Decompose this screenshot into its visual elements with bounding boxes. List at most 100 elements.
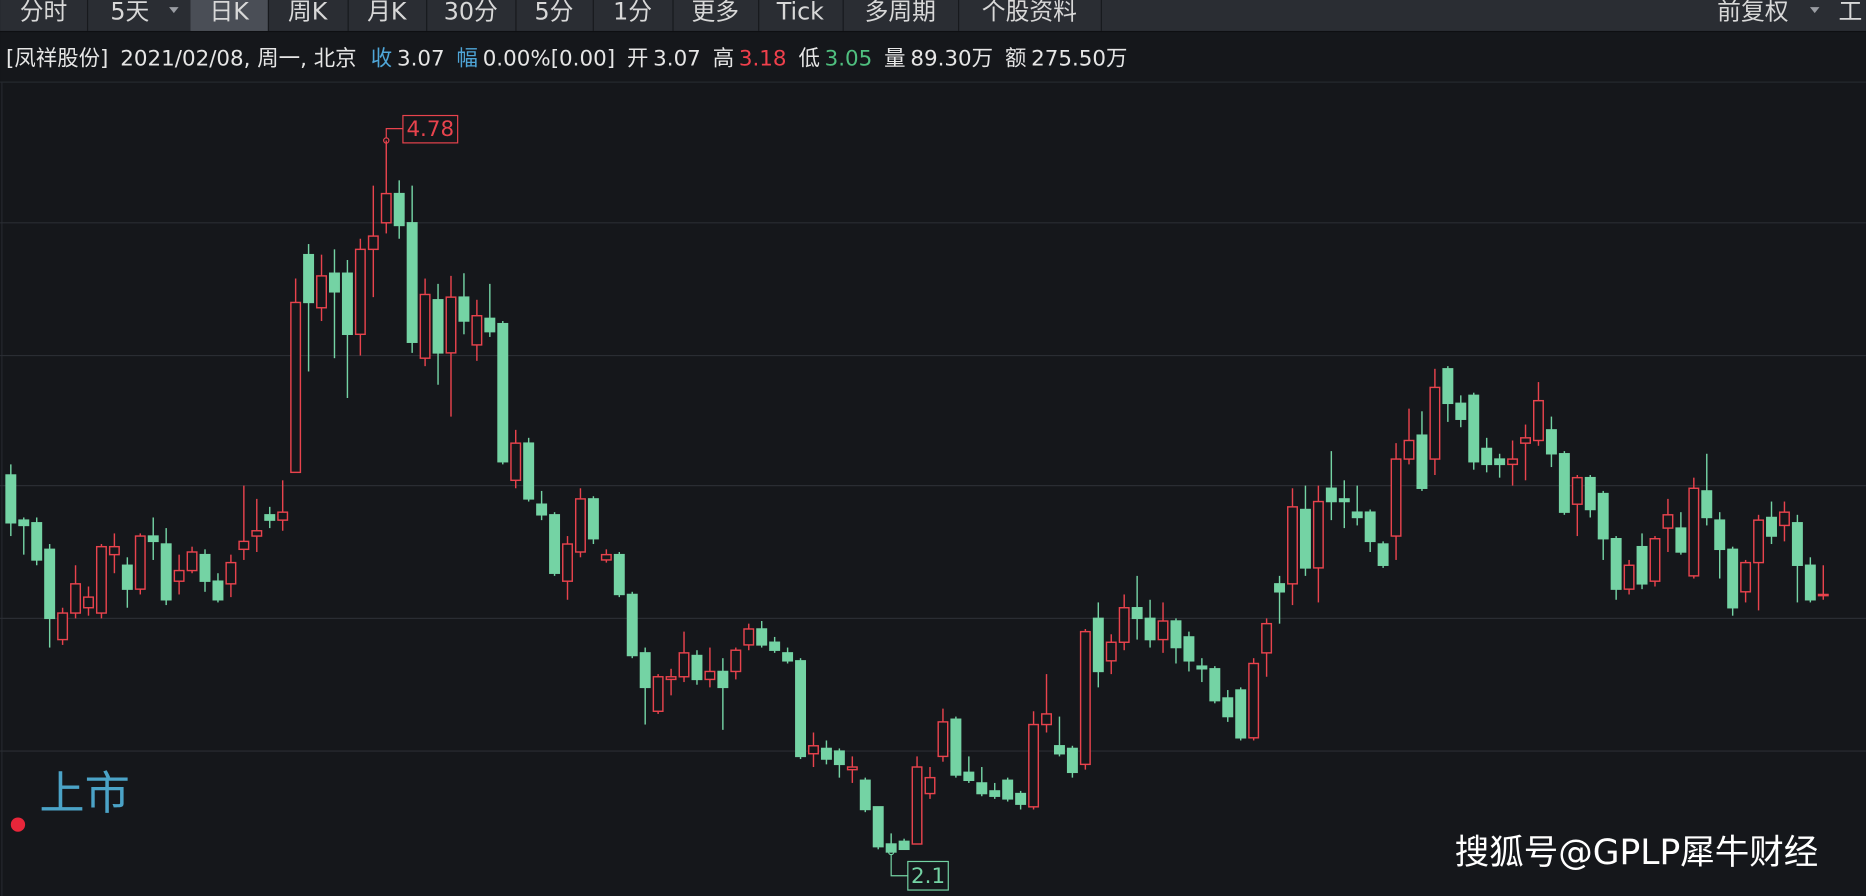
candle-body bbox=[31, 522, 43, 561]
candle-body bbox=[1520, 437, 1531, 444]
candle-body bbox=[574, 498, 586, 553]
toolbar-right-item[interactable]: 工 bbox=[1839, 0, 1863, 26]
candle-body bbox=[976, 782, 988, 795]
tab-label[interactable]: 5分 bbox=[535, 0, 574, 26]
tab-label[interactable]: 周K bbox=[288, 0, 329, 26]
candle-body bbox=[1649, 537, 1661, 582]
candle-body bbox=[497, 322, 509, 463]
tab-label[interactable]: 30分 bbox=[444, 0, 498, 26]
candle-body bbox=[1209, 668, 1221, 702]
candle-body bbox=[1688, 487, 1700, 577]
candle-body bbox=[471, 315, 483, 346]
candle-body bbox=[1131, 607, 1143, 620]
candle-body bbox=[393, 192, 405, 227]
candle-body bbox=[134, 535, 146, 590]
candle-body bbox=[458, 296, 470, 322]
toolbar-right-item[interactable]: 前复权 bbox=[1717, 0, 1789, 26]
badge-dot bbox=[10, 817, 26, 832]
candle-body bbox=[1558, 453, 1570, 513]
tab[interactable]: 1分 bbox=[613, 0, 674, 31]
min-box bbox=[907, 860, 949, 891]
candle-body bbox=[1597, 492, 1609, 540]
candle-body bbox=[769, 641, 781, 651]
tab-label[interactable]: 多周期 bbox=[865, 0, 936, 26]
candle-body bbox=[717, 670, 729, 689]
candle-body bbox=[1287, 506, 1298, 585]
tab[interactable]: 日K bbox=[190, 0, 270, 31]
tab[interactable]: Tick bbox=[776, 0, 844, 31]
candle-body bbox=[83, 596, 94, 609]
candle-body bbox=[445, 296, 457, 354]
info-value: 0.00%[0.00] bbox=[483, 46, 615, 71]
candle-body bbox=[1481, 447, 1493, 466]
info-value: 275.50万 bbox=[1031, 46, 1127, 71]
tab-label[interactable]: 个股资料 bbox=[982, 0, 1077, 26]
candle-body bbox=[1325, 487, 1337, 503]
tab[interactable]: 多周期 bbox=[865, 0, 960, 31]
candle-body bbox=[1364, 511, 1376, 543]
candle-body bbox=[354, 248, 366, 336]
candle-body bbox=[225, 561, 237, 585]
tab-label[interactable]: 1分 bbox=[613, 0, 652, 26]
candle-body bbox=[562, 543, 573, 582]
candle-body bbox=[432, 299, 444, 354]
tab[interactable]: 周K bbox=[288, 0, 349, 31]
candle-body bbox=[937, 721, 949, 758]
candle-body bbox=[730, 649, 742, 673]
candle-body bbox=[18, 519, 30, 527]
info-line: [凤祥股份] 2021/02/08, 周一, 北京收 3.07 幅 0.00%[0.00… bbox=[6, 46, 1127, 71]
candle-body bbox=[70, 583, 82, 614]
candle-body bbox=[1377, 543, 1389, 566]
candle-body bbox=[1584, 476, 1596, 511]
candle-body bbox=[277, 511, 289, 521]
candle-body bbox=[808, 745, 819, 755]
tab-label[interactable]: 日K bbox=[209, 0, 250, 26]
candle-body bbox=[1636, 545, 1648, 585]
candle-body bbox=[1248, 662, 1260, 739]
candle-body bbox=[1390, 458, 1402, 537]
tab[interactable]: 分时 bbox=[20, 0, 89, 31]
candle-body bbox=[1028, 723, 1040, 808]
candle-body bbox=[264, 514, 276, 521]
candle-body bbox=[212, 580, 224, 601]
min-label: 2.1 bbox=[911, 864, 945, 889]
tab-label[interactable]: 月K bbox=[367, 0, 408, 26]
date: 2021/02/08, 周一, 北京 bbox=[120, 46, 356, 71]
candle-body bbox=[898, 840, 910, 851]
candle-body bbox=[1468, 394, 1480, 463]
candle-body bbox=[1804, 564, 1816, 601]
tab[interactable]: 更多 bbox=[691, 0, 760, 31]
candle-body bbox=[1727, 548, 1739, 609]
tab-label[interactable]: 分时 bbox=[20, 0, 68, 26]
tab-label[interactable]: Tick bbox=[776, 0, 824, 26]
candle-body bbox=[147, 535, 159, 543]
tab[interactable]: 30分 bbox=[444, 0, 517, 31]
tab[interactable]: 个股资料 bbox=[982, 0, 1102, 31]
candle-body bbox=[1610, 537, 1622, 590]
candle-body bbox=[1053, 745, 1065, 755]
candle-body bbox=[1092, 617, 1104, 673]
candle-body bbox=[1196, 665, 1208, 670]
tab-label[interactable]: 5天 bbox=[110, 0, 149, 26]
badge: 上市 bbox=[39, 767, 129, 820]
candle-body bbox=[1455, 402, 1467, 420]
candle-body bbox=[1778, 511, 1790, 527]
candle-body bbox=[1494, 458, 1506, 466]
tab[interactable]: 5分 bbox=[535, 0, 594, 31]
toolbar bbox=[0, 0, 1866, 31]
candle-body bbox=[1571, 476, 1583, 505]
tab[interactable]: 月K bbox=[367, 0, 428, 31]
candle-body bbox=[199, 553, 211, 582]
candle-body bbox=[549, 514, 561, 574]
candle-body bbox=[1442, 368, 1454, 405]
candle-body bbox=[782, 652, 794, 662]
candle-body bbox=[1183, 636, 1195, 662]
candle-body bbox=[665, 676, 677, 681]
candle-body bbox=[820, 747, 832, 760]
info-label: 量 bbox=[884, 46, 905, 71]
candle-body bbox=[600, 553, 612, 561]
tab-label[interactable]: 更多 bbox=[691, 0, 739, 26]
candle-body bbox=[1338, 498, 1350, 503]
